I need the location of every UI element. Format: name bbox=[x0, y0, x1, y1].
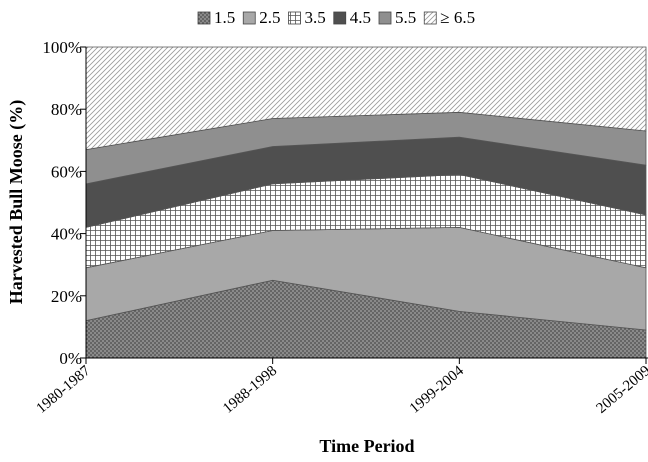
legend-swatch bbox=[378, 11, 392, 25]
legend-swatch bbox=[197, 11, 211, 25]
legend-swatch bbox=[288, 11, 301, 25]
plot-areas bbox=[85, 46, 647, 359]
y-tick-label: 20% bbox=[51, 287, 82, 306]
y-tick-label: 80% bbox=[51, 100, 82, 119]
legend-label: 3.5 bbox=[305, 8, 326, 27]
legend-item: 1.5 bbox=[197, 8, 235, 27]
x-axis-title: Time Period bbox=[319, 436, 414, 456]
legend-item: ≥ 6.5 bbox=[423, 8, 475, 27]
x-tick-label: 1999-2004 bbox=[407, 362, 467, 416]
y-tick-label: 100% bbox=[42, 38, 82, 57]
area-series-5 bbox=[85, 46, 647, 151]
legend-label: 2.5 bbox=[259, 8, 280, 27]
y-tick-label: 0% bbox=[59, 349, 82, 368]
legend-label: ≥ 6.5 bbox=[440, 8, 475, 27]
y-tick-label: 60% bbox=[51, 162, 82, 181]
legend-item: 3.5 bbox=[288, 8, 326, 27]
legend-label: 4.5 bbox=[350, 8, 371, 27]
x-tick-label: 1988-1998 bbox=[220, 363, 280, 417]
legend-swatch bbox=[423, 11, 437, 25]
legend-label: 5.5 bbox=[395, 8, 416, 27]
legend-item: 2.5 bbox=[242, 8, 281, 27]
x-tick-label: 1980-1987 bbox=[33, 362, 93, 416]
legend-swatch bbox=[333, 11, 347, 25]
legend-label: 1.5 bbox=[214, 8, 235, 27]
y-axis-title: Harvested Bull Moose (%) bbox=[6, 100, 27, 304]
legend: 1.5 2.5 3.5 4.5 5.5 ≥ 6.5 bbox=[197, 8, 475, 27]
legend-item: 5.5 bbox=[378, 8, 416, 27]
legend-swatch bbox=[242, 11, 256, 25]
x-tick-label: 2005-2009 bbox=[593, 363, 648, 417]
y-tick-label: 40% bbox=[51, 225, 82, 244]
legend-item: 4.5 bbox=[333, 8, 371, 27]
